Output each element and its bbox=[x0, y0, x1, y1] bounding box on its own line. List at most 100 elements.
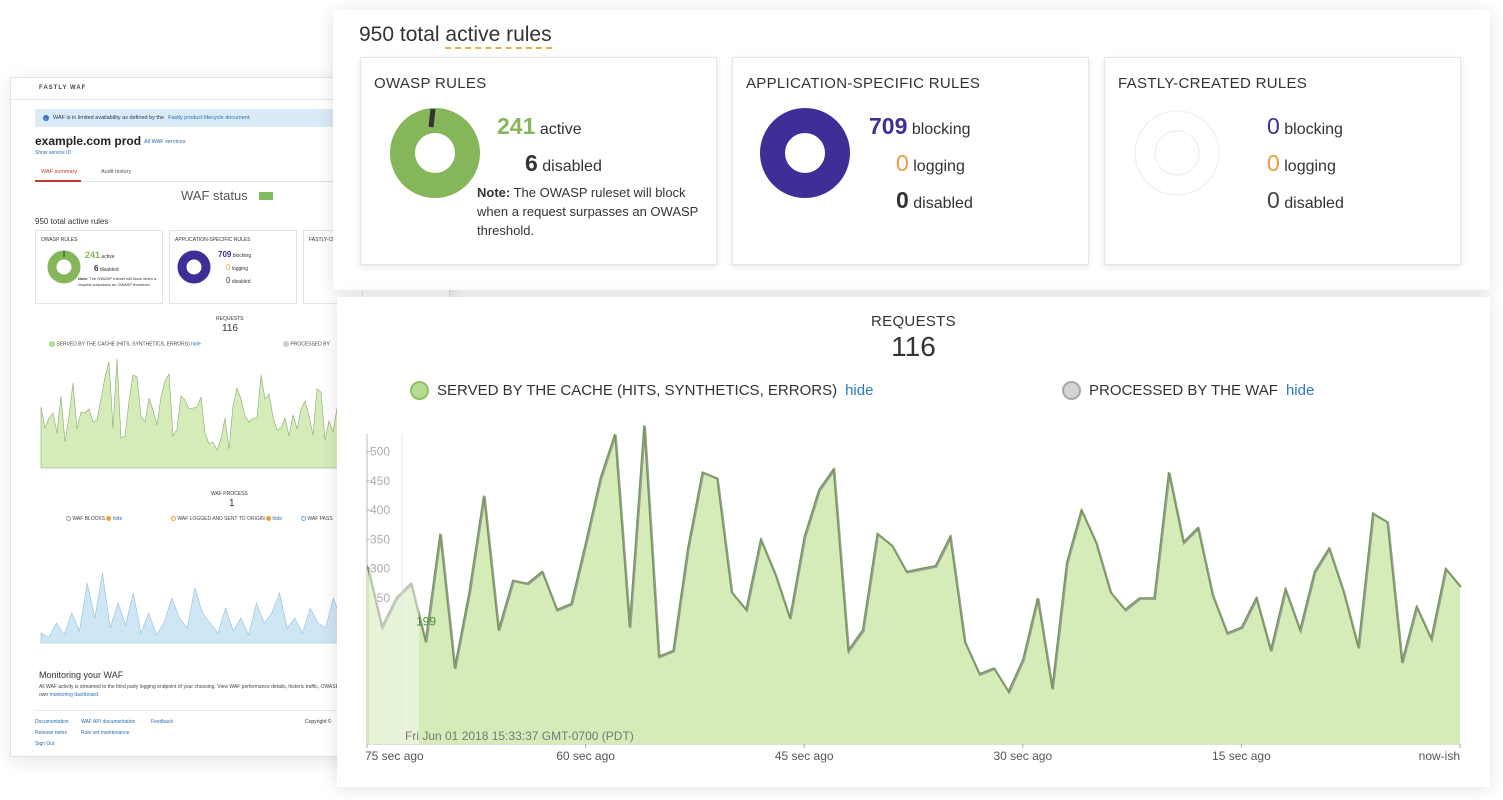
mini-owasp-donut bbox=[47, 250, 81, 284]
mini-waf-legend-logged-dot bbox=[171, 516, 176, 522]
y-tick-label: 450 bbox=[370, 474, 390, 488]
owasp-donut-chart bbox=[390, 108, 480, 198]
waf-status-badge bbox=[259, 192, 273, 200]
mini-app-card: APPLICATION-SPECIFIC RULES 709 blocking … bbox=[169, 230, 297, 304]
mini-owasp-disabled-label: disabled bbox=[99, 267, 119, 273]
mini-app-donut bbox=[177, 250, 211, 284]
mini-waf-legend-logged: WAF LOGGED AND SENT TO ORIGIN hide bbox=[171, 516, 282, 522]
mini-fastly-title: FASTLY-CR bbox=[309, 237, 336, 243]
owasp-rules-title: OWASP RULES bbox=[374, 75, 487, 92]
footer-link-release-notes[interactable]: Release notes bbox=[35, 730, 67, 736]
x-tick-label: 45 sec ago bbox=[775, 749, 834, 763]
y-tick-label: 300 bbox=[370, 562, 390, 576]
monitoring-dashboard-link[interactable]: monitoring dashboard. bbox=[49, 692, 100, 698]
tab-audit-history[interactable]: Audit history bbox=[101, 169, 132, 175]
info-icon: i bbox=[43, 115, 49, 121]
total-active-rules-tooltip-trigger[interactable]: active rules bbox=[445, 23, 552, 49]
requests-area-chart[interactable]: 50100150200250300350400450500199Fri Jun … bbox=[337, 297, 1490, 787]
fastly-blocking-stat: 0 blocking bbox=[1267, 113, 1343, 140]
mini-legend-waf: PROCESSED BY bbox=[283, 341, 330, 347]
mini-waf-process-count: 1 bbox=[229, 498, 235, 509]
mini-legend-waf-dot bbox=[283, 341, 289, 347]
cache-area-series bbox=[367, 425, 1460, 744]
fastly-logging-stat: 0 logging bbox=[1267, 150, 1336, 177]
fastly-disabled-count: 0 bbox=[1267, 187, 1280, 213]
owasp-donut-disabled bbox=[428, 108, 436, 128]
mini-owasp-title: OWASP RULES bbox=[41, 237, 78, 243]
mini-owasp-note: Note: The OWASP ruleset will block when … bbox=[78, 276, 160, 287]
mini-waf-legend-pass-dot bbox=[301, 516, 306, 522]
mini-waf-legend-logged-hide[interactable]: hide bbox=[272, 516, 282, 522]
mini-app-title: APPLICATION-SPECIFIC RULES bbox=[175, 237, 251, 243]
legend-waf-dot[interactable] bbox=[1062, 381, 1081, 400]
mini-owasp-note-text: The OWASP ruleset will block when a requ… bbox=[78, 276, 157, 287]
fastly-disabled-label: disabled bbox=[1284, 195, 1344, 212]
mini-total-rules: 950 total active rules bbox=[35, 217, 109, 226]
requests-count: 116 bbox=[891, 331, 936, 362]
mini-legend-waf-label: PROCESSED BY bbox=[290, 341, 330, 348]
mini-waf-legend-logged-swatch bbox=[266, 516, 272, 522]
tab-waf-summary[interactable]: WAF summary bbox=[41, 169, 78, 175]
y-tick-label: 400 bbox=[370, 503, 390, 517]
tab-bar: WAF summary Audit history bbox=[35, 162, 445, 182]
mini-requests-count: 116 bbox=[222, 323, 238, 334]
mini-requests-title: REQUESTS bbox=[216, 316, 244, 322]
x-tick-label: 75 sec ago bbox=[365, 749, 424, 763]
mini-waf-legend-pass-label: WAF PASS bbox=[307, 516, 333, 522]
tooltip-value: 199 bbox=[416, 615, 436, 629]
total-active-rules: 950 total active rules bbox=[359, 23, 552, 49]
x-tick-label: 60 sec ago bbox=[556, 749, 615, 763]
mini-waf-area bbox=[40, 572, 341, 644]
cache-line-series bbox=[366, 425, 1461, 693]
application-blocking-stat: 709 blocking bbox=[869, 113, 971, 140]
application-disabled-label: disabled bbox=[913, 195, 973, 212]
mini-waf-legend-blocks-dot bbox=[66, 516, 71, 522]
legend-waf-hide-link[interactable]: hide bbox=[1285, 382, 1315, 399]
application-blocking-count: 709 bbox=[869, 113, 908, 139]
owasp-note-text: The OWASP ruleset will block when a requ… bbox=[477, 185, 699, 238]
owasp-active-label: active bbox=[539, 121, 582, 138]
active-tab-indicator bbox=[35, 180, 81, 182]
requests-title: REQUESTS bbox=[871, 313, 956, 330]
all-waf-services-link[interactable]: All WAF services bbox=[144, 139, 186, 145]
owasp-rules-card: OWASP RULES 241 active 6 disabled Note: … bbox=[360, 57, 717, 265]
y-tick-label: 500 bbox=[370, 445, 390, 459]
legend-cache-hide-link[interactable]: hide bbox=[845, 382, 874, 399]
monitoring-body: All WAF activity is streamed to the thir… bbox=[39, 684, 436, 698]
mini-waf-legend-logged-label: WAF LOGGED AND SENT TO ORIGIN bbox=[177, 516, 265, 522]
mini-waf-legend-blocks-swatch bbox=[106, 516, 112, 522]
owasp-disabled-stat: 6 disabled bbox=[525, 150, 602, 177]
legend-waf-label: PROCESSED BY THE WAF bbox=[1089, 382, 1278, 399]
mini-app-blocking-num: 709 bbox=[218, 250, 232, 259]
banner-text: WAF is in limited availability as define… bbox=[53, 115, 165, 121]
mini-waf-legend-blocks-label: WAF BLOCKS bbox=[72, 516, 105, 522]
x-tick-label: now-ish bbox=[1419, 749, 1460, 763]
application-logging-count: 0 bbox=[896, 150, 909, 176]
fastly-created-rules-card: FASTLY-CREATED RULES 0 blocking 0 loggin… bbox=[1104, 57, 1461, 265]
mini-app-disabled-label: disabled bbox=[231, 279, 251, 285]
mini-legend-cache-hide[interactable]: hide bbox=[191, 341, 201, 348]
show-service-id-link[interactable]: Show service ID bbox=[35, 150, 72, 156]
footer-link-sign-out[interactable]: Sign Out bbox=[35, 741, 55, 747]
legend-cache-dot[interactable] bbox=[410, 381, 429, 400]
footer-link-ruleset-maintenance[interactable]: Rule set maintenance bbox=[81, 730, 130, 736]
mini-waf-process-title: WAF PROCESS bbox=[211, 491, 248, 497]
footer-link-api-docs[interactable]: WAF API documentation bbox=[81, 719, 136, 725]
fastly-donut-chart-empty bbox=[1134, 110, 1220, 196]
footer-divider bbox=[35, 710, 445, 711]
fastly-logging-count: 0 bbox=[1267, 150, 1280, 176]
mini-owasp-note-label: Note: bbox=[78, 276, 89, 281]
mini-waf-legend-blocks-hide[interactable]: hide bbox=[112, 516, 123, 522]
lifecycle-link[interactable]: Fastly product lifecycle document. bbox=[168, 115, 251, 121]
legend-waf: PROCESSED BY THE WAF hide bbox=[1062, 381, 1314, 400]
x-tick-label: 30 sec ago bbox=[993, 749, 1052, 763]
legend-cache: SERVED BY THE CACHE (HITS, SYNTHETICS, E… bbox=[410, 381, 873, 400]
mini-owasp-disabled-num: 6 bbox=[94, 264, 99, 273]
footer-link-feedback[interactable]: Feedback bbox=[151, 719, 173, 725]
fastly-blocking-label: blocking bbox=[1284, 121, 1343, 138]
mini-app-logging-num: 0 bbox=[226, 263, 231, 272]
monitoring-title: Monitoring your WAF bbox=[39, 670, 124, 680]
footer-link-documentation[interactable]: Documentation bbox=[35, 719, 69, 725]
mini-owasp-active-label: active bbox=[101, 254, 115, 260]
tooltip-timestamp: Fri Jun 01 2018 15:33:37 GMT-0700 (PDT) bbox=[405, 729, 634, 743]
